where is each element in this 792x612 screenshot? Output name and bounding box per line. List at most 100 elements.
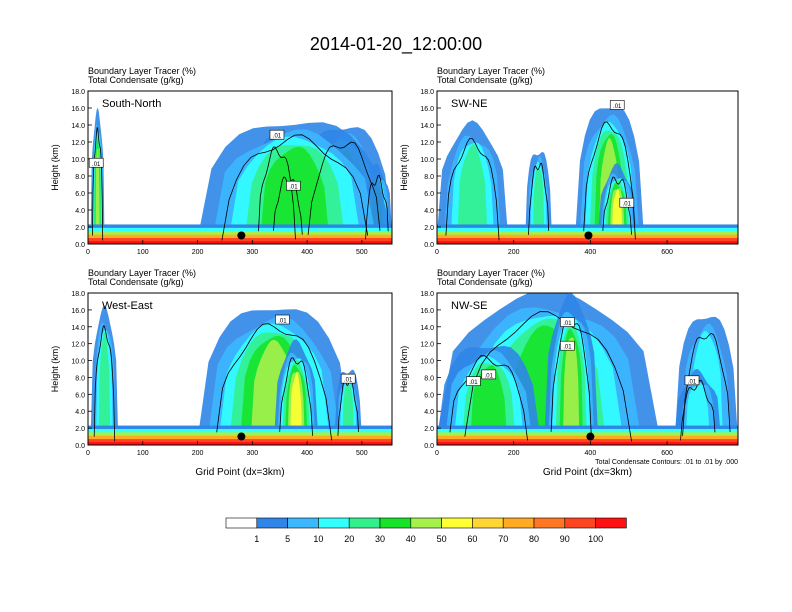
x-tick-label: 200 [192,450,204,457]
y-tick-label: 6.0 [75,392,85,399]
colorbar-swatch [348,517,381,529]
panel-south-north: South-North Boundary Layer Tracer (%)Tota… [50,66,393,256]
x-tick-label: 400 [301,249,313,256]
y-tick-label: 6.0 [75,191,85,198]
x-tick-label: 600 [661,450,673,457]
condensate-contour [221,134,369,241]
panel-label: South-North [102,98,161,110]
y-tick-label: 14.0 [420,325,434,332]
colorbar-label: 30 [375,534,385,544]
panel-title-tracer: Boundary Layer Tracer (%) [88,66,196,76]
x-tick-label: 500 [356,450,368,457]
y-tick-label: 8.0 [424,375,434,382]
x-tick-label: 400 [585,450,597,457]
boundary-layer-band [437,442,738,445]
condensate-contour [216,323,333,441]
location-marker [237,432,246,441]
contour-label: .01 [623,202,632,208]
colorbar-swatch [441,517,473,529]
x-tick-label: 500 [356,249,368,256]
y-tick-label: 0.0 [75,443,85,450]
contour-label: .01 [563,321,572,327]
contour-label-box [560,340,575,351]
plot-frame [87,292,393,446]
field-fill [437,107,738,244]
contour-label: .01 [485,373,494,379]
y-tick-label: 4.0 [75,409,85,416]
contour-label: .01 [469,380,478,386]
y-tick-label: 8.0 [424,174,434,181]
panel-title-tracer: Boundary Layer Tracer (%) [88,268,196,278]
colorbar-label: 5 [285,534,290,544]
x-tick-label: 400 [301,450,313,457]
colorbar-swatch [318,517,350,529]
y-tick-label: 12.0 [420,140,434,147]
x-tick-label: 200 [508,249,520,256]
x-tick-label: 200 [192,249,204,256]
y-tick-label: 18.0 [420,89,434,96]
panel-title-condensate: Total Condensate (g/kg) [88,75,184,85]
y-tick-label: 6.0 [424,191,434,198]
plot-frame [436,90,739,245]
contour-label-box [609,100,625,110]
colorbar-label: 60 [467,534,477,544]
y-tick-label: 16.0 [420,106,434,113]
x-tick-label: 100 [137,450,149,457]
contour-label-box [269,129,285,140]
x-tick-label: 300 [246,249,258,256]
y-tick-label: 4.0 [424,208,434,215]
colorbar-swatch [379,517,412,529]
condensate-contour [93,325,116,442]
colorbar-label: 50 [437,534,447,544]
contour-label-box [340,373,356,384]
colorbar-label: 100 [588,534,603,544]
contour-label: .01 [613,104,622,110]
condensate-plume [98,332,111,445]
colorbar-swatch [256,517,288,529]
y-tick-label: 14.0 [71,325,85,332]
colorbar-swatch [595,517,627,529]
y-tick-label: 2.0 [75,225,85,232]
condensate-plume [457,144,488,244]
location-marker [586,432,595,441]
location-marker [237,231,246,240]
x-axis-label: Grid Point (dx=3km) [543,467,632,478]
x-axis-label: Grid Point (dx=3km) [195,467,284,478]
field-fill [88,305,392,445]
condensate-contour [682,332,731,436]
panel-label: NW-SE [451,300,487,312]
field-fill [88,107,392,244]
y-tick-label: 2.0 [424,426,434,433]
y-tick-label: 4.0 [424,409,434,416]
condensate-contour [307,141,381,235]
y-axis-label: Height (km) [399,144,409,191]
plot-frame [436,292,739,446]
panel-title-condensate: Total Condensate (g/kg) [88,277,184,287]
condensate-contour [258,146,296,240]
y-tick-label: 6.0 [424,392,434,399]
y-tick-label: 8.0 [75,174,85,181]
contour-label-box [619,197,635,208]
colorbar-label: 70 [498,534,508,544]
contour-footnote: Total Condensate Contours: .01 to .01 by… [595,459,738,466]
condensate-plume [260,146,330,244]
x-tick-label: 0 [435,450,439,457]
condensate-contour [365,174,389,240]
y-tick-label: 0.0 [424,443,434,450]
x-tick-label: 0 [435,249,439,256]
y-tick-label: 10.0 [71,359,85,366]
condensate-contour [279,357,313,436]
colorbar-label: 40 [406,534,416,544]
colorbar-label: 20 [344,534,354,544]
colorbar-label: 1 [254,534,259,544]
y-tick-label: 12.0 [420,342,434,349]
colorbar: 1 5 10 20 30 40 50 60 70 80 90 100 [225,517,627,544]
x-tick-label: 100 [137,249,149,256]
y-tick-label: 10.0 [420,157,434,164]
condensate-contour [464,311,632,442]
contour-label-box [466,376,481,386]
colorbar-swatch [564,517,596,529]
